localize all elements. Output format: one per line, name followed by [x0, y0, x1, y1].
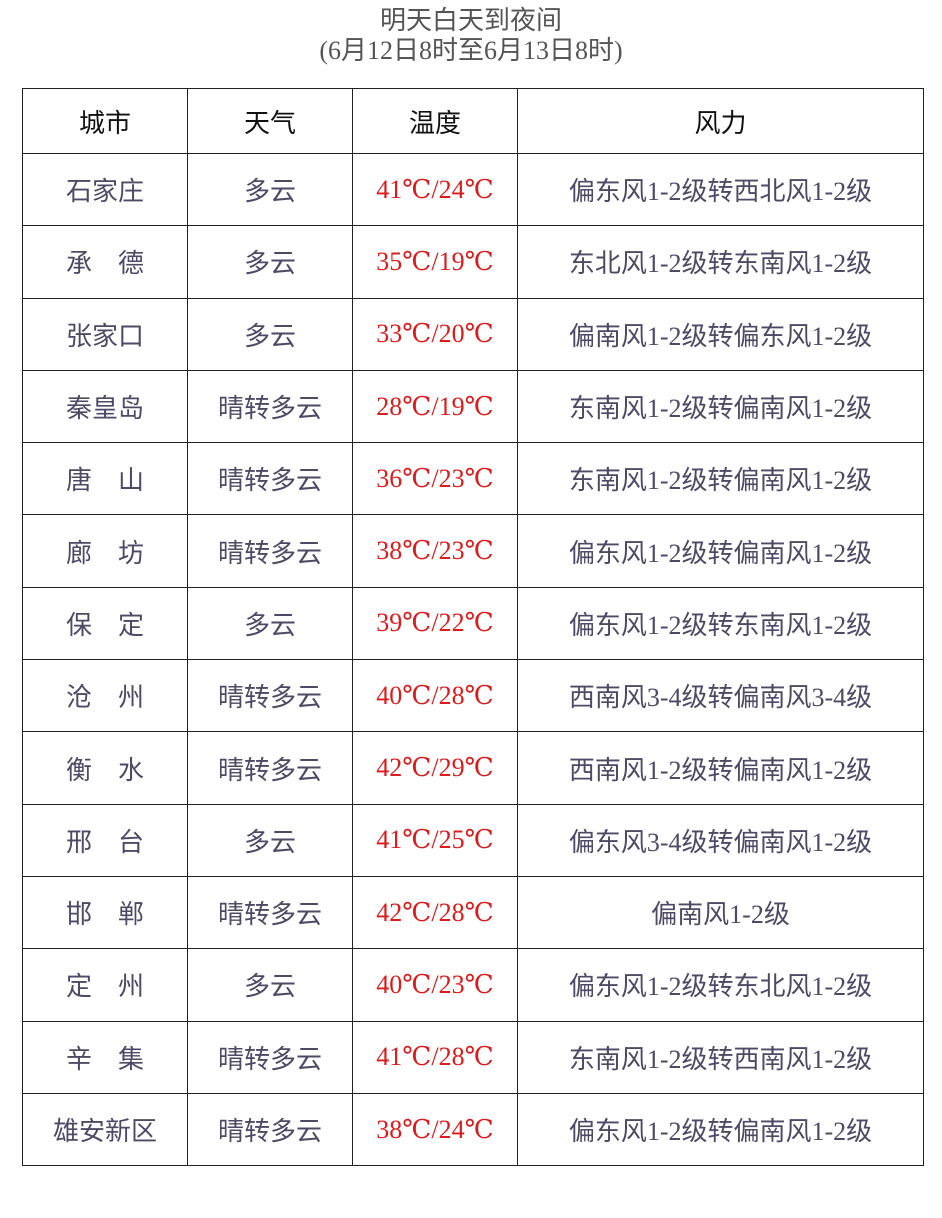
- temperature-cell: 42℃/28℃: [352, 875, 518, 950]
- title-line-2: (6月12日8时至6月13日8时): [319, 36, 623, 65]
- table-row: 辛 集晴转多云 41℃/28℃ 东南风1-2级转西南风1-2级: [22, 1020, 924, 1094]
- temperature-cell: 41℃/24℃: [352, 152, 518, 227]
- city-cell: 石家庄: [22, 152, 188, 227]
- city-cell: 唐 山: [22, 442, 188, 516]
- table-row: 张家口 多云 33℃/20℃ 偏南风1-2级转偏东风1-2级: [22, 297, 924, 371]
- wind-cell: 偏南风1-2级: [517, 875, 924, 950]
- table-row: 衡 水晴转多云 42℃/29℃ 西南风1-2级转偏南风1-2级: [22, 731, 924, 805]
- table-row: 邯 郸晴转多云 42℃/28℃ 偏南风1-2级: [22, 875, 924, 950]
- table-row: 邢 台多云 41℃/25℃ 偏东风3-4级转偏南风1-2级: [22, 803, 924, 877]
- wind-cell: 偏东风1-2级转偏南风1-2级: [517, 514, 924, 588]
- wind-cell: 西南风3-4级转偏南风3-4级: [517, 659, 924, 733]
- city-cell: 衡 水: [22, 731, 188, 805]
- city-cell: 定 州: [22, 948, 188, 1022]
- header-wind: 风力: [517, 88, 924, 154]
- weather-cell: 晴转多云: [187, 514, 353, 588]
- city-cell: 秦皇岛: [22, 369, 188, 444]
- city-cell: 保 定: [22, 586, 188, 661]
- temperature-cell: 38℃/23℃: [352, 514, 518, 588]
- table-row: 雄安新区 晴转多云 38℃/24℃ 偏东风1-2级转偏南风1-2级: [22, 1092, 924, 1167]
- temperature-cell: 40℃/23℃: [352, 948, 518, 1022]
- temperature-cell: 42℃/29℃: [352, 731, 518, 805]
- city-cell: 沧 州: [22, 659, 188, 733]
- wind-cell: 偏东风1-2级转偏南风1-2级: [517, 1092, 924, 1167]
- title-line-1: 明天白天到夜间: [379, 6, 562, 35]
- wind-cell: 东南风1-2级转偏南风1-2级: [517, 369, 924, 444]
- weather-cell: 晴转多云: [187, 659, 353, 733]
- temperature-cell: 28℃/19℃: [352, 369, 518, 444]
- table-row: 保 定多云 39℃/22℃ 偏东风1-2级转东南风1-2级: [22, 586, 924, 661]
- temperature-cell: 36℃/23℃: [352, 442, 518, 516]
- weather-cell: 多云: [187, 225, 353, 299]
- wind-cell: 东南风1-2级转偏南风1-2级: [517, 442, 924, 516]
- city-cell: 张家口: [22, 297, 188, 371]
- weather-cell: 多云: [187, 948, 353, 1022]
- table-row: 廊 坊晴转多云 38℃/23℃ 偏东风1-2级转偏南风1-2级: [22, 514, 924, 588]
- header-row: 城市 天气 温度 风力: [22, 88, 924, 154]
- weather-cell: 晴转多云: [187, 442, 353, 516]
- city-cell: 邯 郸: [22, 875, 188, 950]
- weather-cell: 晴转多云: [187, 1092, 353, 1167]
- temperature-cell: 38℃/24℃: [352, 1092, 518, 1167]
- city-cell: 承 德: [22, 225, 188, 299]
- wind-cell: 东南风1-2级转西南风1-2级: [517, 1020, 924, 1094]
- wind-cell: 偏东风1-2级转东北风1-2级: [517, 948, 924, 1022]
- header-weather: 天气: [187, 88, 353, 154]
- temperature-cell: 41℃/25℃: [352, 803, 518, 877]
- table-row: 唐 山晴转多云 36℃/23℃ 东南风1-2级转偏南风1-2级: [22, 442, 924, 516]
- table-row: 石家庄 多云 41℃/24℃ 偏东风1-2级转西北风1-2级: [22, 152, 924, 227]
- temperature-cell: 33℃/20℃: [352, 297, 518, 371]
- weather-cell: 多云: [187, 297, 353, 371]
- wind-cell: 东北风1-2级转东南风1-2级: [517, 225, 924, 299]
- header-temperature: 温度: [352, 88, 518, 154]
- wind-cell: 偏东风1-2级转西北风1-2级: [517, 152, 924, 227]
- temperature-cell: 40℃/28℃: [352, 659, 518, 733]
- temperature-cell: 39℃/22℃: [352, 586, 518, 661]
- temperature-cell: 41℃/28℃: [352, 1020, 518, 1094]
- wind-cell: 西南风1-2级转偏南风1-2级: [517, 731, 924, 805]
- weather-cell: 多云: [187, 152, 353, 227]
- weather-cell: 多云: [187, 586, 353, 661]
- weather-cell: 晴转多云: [187, 1020, 353, 1094]
- weather-cell: 晴转多云: [187, 875, 353, 950]
- wind-cell: 偏东风1-2级转东南风1-2级: [517, 586, 924, 661]
- city-cell: 廊 坊: [22, 514, 188, 588]
- wind-cell: 偏东风3-4级转偏南风1-2级: [517, 803, 924, 877]
- table-row: 沧 州晴转多云 40℃/28℃ 西南风3-4级转偏南风3-4级: [22, 659, 924, 733]
- weather-cell: 多云: [187, 803, 353, 877]
- city-cell: 邢 台: [22, 803, 188, 877]
- header-city: 城市: [22, 88, 188, 154]
- table-row: 定 州多云 40℃/23℃ 偏东风1-2级转东北风1-2级: [22, 948, 924, 1022]
- weather-cell: 晴转多云: [187, 369, 353, 444]
- city-cell: 雄安新区: [22, 1092, 188, 1167]
- table-row: 秦皇岛 晴转多云 28℃/19℃ 东南风1-2级转偏南风1-2级: [22, 369, 924, 444]
- wind-cell: 偏南风1-2级转偏东风1-2级: [517, 297, 924, 371]
- temperature-cell: 35℃/19℃: [352, 225, 518, 299]
- table-row: 承 德多云 35℃/19℃ 东北风1-2级转东南风1-2级: [22, 225, 924, 299]
- weather-cell: 晴转多云: [187, 731, 353, 805]
- city-cell: 辛 集: [22, 1020, 188, 1094]
- weather-table: 城市 天气 温度 风力 石家庄 多云 41℃/24℃ 偏东风1-2级转西北风1-2级承…: [22, 88, 924, 1167]
